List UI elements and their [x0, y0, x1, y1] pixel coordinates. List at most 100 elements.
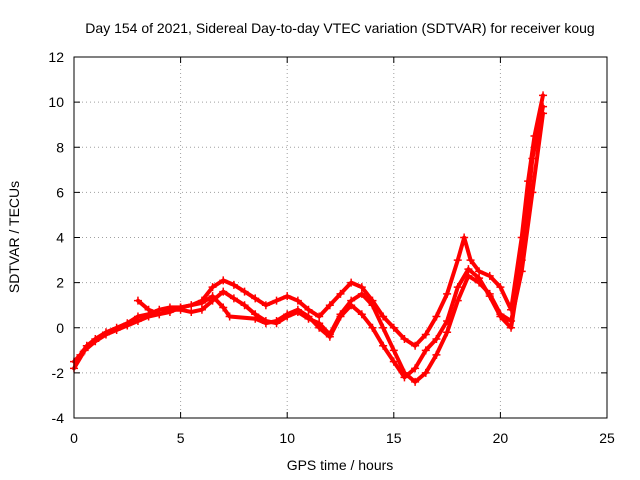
data-point — [304, 312, 313, 321]
series-line — [136, 104, 545, 380]
y-tick-label: 8 — [56, 139, 64, 155]
data-point — [443, 316, 452, 325]
data-point — [411, 364, 420, 373]
data-point — [144, 312, 153, 321]
data-point — [539, 91, 548, 100]
data-point — [304, 305, 313, 314]
x-tick-label: 5 — [177, 430, 185, 446]
y-tick-label: 6 — [56, 184, 64, 200]
data-point — [240, 287, 249, 296]
data-point — [123, 321, 132, 330]
data-point — [421, 346, 430, 355]
data-point — [357, 283, 366, 292]
ticks: -4 -2 0 2 4 6 8 10 12 0 5 10 15 20 25 — [48, 49, 615, 446]
data-point — [293, 296, 302, 305]
data-point — [283, 292, 292, 301]
data-point — [400, 335, 409, 344]
data-point — [357, 289, 366, 298]
data-point — [475, 274, 484, 283]
y-tick-label: 10 — [48, 94, 64, 110]
data-point — [133, 316, 142, 325]
data-point — [443, 328, 452, 337]
data-point — [539, 102, 548, 111]
data-point — [389, 323, 398, 332]
data-point — [261, 301, 270, 310]
data-point — [176, 303, 185, 312]
y-tick-label: 2 — [56, 275, 64, 291]
data-point — [219, 287, 228, 296]
series-layer — [70, 91, 548, 386]
data-point — [272, 316, 281, 325]
data-point — [496, 312, 505, 321]
data-point — [325, 332, 334, 341]
data-point — [347, 278, 356, 287]
data-point — [208, 283, 217, 292]
data-point — [443, 289, 452, 298]
x-tick-label: 15 — [386, 430, 402, 446]
data-point — [133, 296, 142, 305]
series-line — [72, 111, 545, 384]
data-point — [517, 256, 526, 265]
data-point — [208, 292, 217, 301]
data-point — [347, 301, 356, 310]
y-tick-label: -4 — [52, 410, 65, 426]
data-point — [229, 294, 238, 303]
data-point — [485, 292, 494, 301]
data-point — [357, 310, 366, 319]
data-point — [144, 305, 153, 314]
data-point — [453, 283, 462, 292]
data-point — [219, 303, 228, 312]
data-point — [315, 312, 324, 321]
x-axis-label: GPS time / hours — [287, 457, 394, 473]
data-point — [187, 301, 196, 310]
y-tick-label: 0 — [56, 320, 64, 336]
data-point — [336, 312, 345, 321]
series-middle-trace — [133, 102, 548, 382]
data-point — [165, 307, 174, 316]
data-point — [368, 301, 377, 310]
data-point — [485, 271, 494, 280]
data-point — [496, 283, 505, 292]
x-tick-label: 20 — [493, 430, 509, 446]
data-point — [91, 337, 100, 346]
data-point — [379, 323, 388, 332]
data-point — [475, 267, 484, 276]
data-point — [528, 154, 537, 163]
data-point — [101, 330, 110, 339]
series-lower-trace — [70, 109, 548, 386]
data-point — [197, 298, 206, 307]
y-tick-label: -2 — [52, 365, 65, 381]
data-point — [507, 323, 516, 332]
data-point — [432, 312, 441, 321]
data-point — [421, 330, 430, 339]
y-tick-label: 4 — [56, 230, 64, 246]
data-point — [400, 373, 409, 382]
data-point — [251, 314, 260, 323]
x-tick-label: 10 — [279, 430, 295, 446]
data-point — [464, 265, 473, 274]
data-point — [379, 341, 388, 350]
data-point — [379, 312, 388, 321]
data-point — [432, 335, 441, 344]
series-upper-trace — [70, 91, 548, 366]
data-point — [197, 305, 206, 314]
data-point — [240, 301, 249, 310]
data-point — [411, 377, 420, 386]
data-point — [112, 326, 121, 335]
data-point — [225, 312, 234, 321]
data-point — [272, 296, 281, 305]
data-point — [261, 319, 270, 328]
data-point — [460, 233, 469, 242]
data-point — [283, 310, 292, 319]
x-tick-label: 25 — [599, 430, 615, 446]
data-point — [155, 310, 164, 319]
chart-title: Day 154 of 2021, Sidereal Day-to-day VTE… — [85, 20, 594, 36]
data-point — [251, 294, 260, 303]
data-point — [389, 357, 398, 366]
data-point — [80, 346, 89, 355]
data-point — [315, 323, 324, 332]
data-point — [293, 305, 302, 314]
data-point — [453, 256, 462, 265]
data-point — [229, 280, 238, 289]
